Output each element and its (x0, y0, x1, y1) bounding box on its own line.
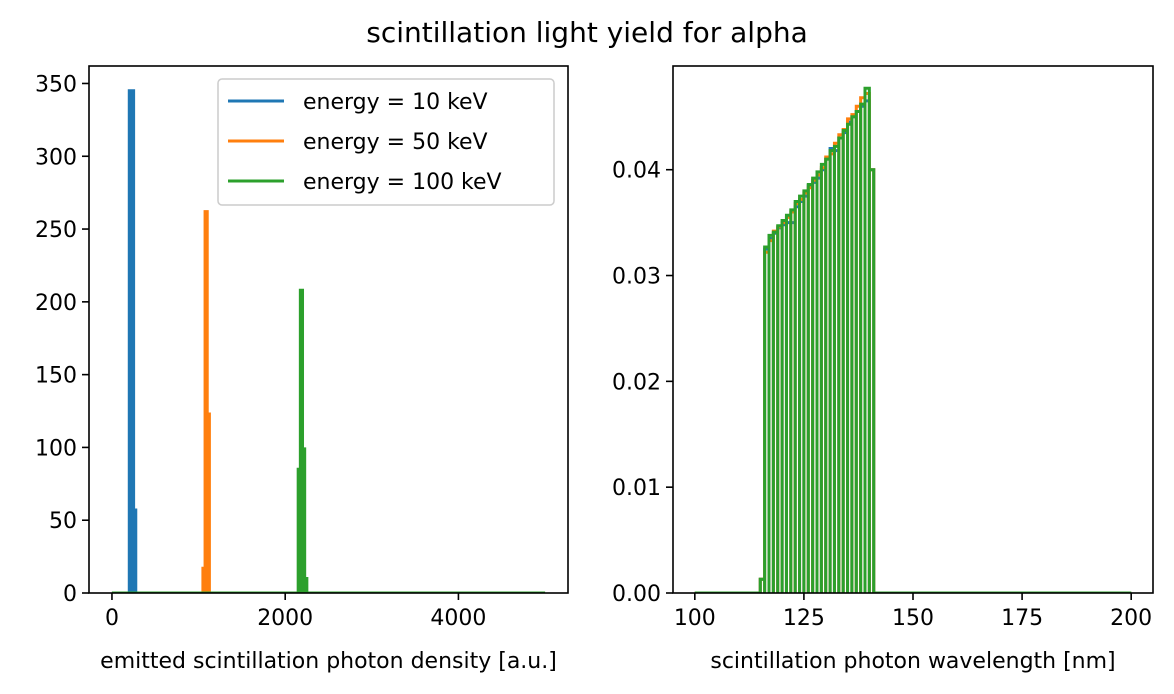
legend-box (217, 78, 555, 206)
y-tick-label: 100 (35, 436, 77, 461)
figure-title: scintillation light yield for alpha (366, 16, 808, 49)
x-axis-label: scintillation photon wavelength [nm] (710, 649, 1115, 674)
right-histogram-panel: 100 125 150 175 200 0.00 0.01 0.02 0.03 0.04 scint… (612, 65, 1154, 674)
legend-label: energy = 100 keV (303, 170, 502, 195)
x-tick-label: 2000 (257, 606, 313, 631)
x-tick-label: 4000 (430, 606, 486, 631)
x-tick-label: 100 (674, 606, 716, 631)
y-tick-label: 0.00 (612, 582, 661, 607)
y-tick-label: 0.03 (612, 265, 661, 290)
y-tick-label: 150 (35, 364, 77, 389)
axes-frame (672, 65, 1154, 594)
histogram-series-1 (694, 99, 1132, 593)
y-tick-label: 0.02 (612, 370, 661, 395)
y-tick-label: 200 (35, 291, 77, 316)
x-tick-label: 125 (783, 606, 825, 631)
y-tick-label: 0 (63, 582, 77, 607)
histogram-series-2 (111, 210, 546, 593)
plot-area (694, 86, 1132, 593)
y-tick-label: 350 (35, 72, 77, 97)
y-tick-label: 50 (49, 509, 77, 534)
histogram-series-3 (111, 288, 546, 593)
plot-area (111, 89, 546, 593)
x-tick-label: 200 (1110, 606, 1152, 631)
legend-label: energy = 10 keV (303, 90, 488, 115)
histogram-series-2 (694, 92, 1132, 593)
legend-label: energy = 50 keV (303, 130, 488, 155)
legend: energy = 10 keV energy = 50 keV energy = 1… (217, 78, 555, 206)
histogram-series-1 (111, 89, 546, 593)
axes-frame (88, 65, 569, 594)
x-tick-label: 0 (105, 606, 119, 631)
x-axis-label: emitted scintillation photon density [a.… (100, 649, 557, 674)
left-histogram-panel: 0 2000 4000 0 50 100 150 200 250 300 350 emitted sc… (35, 65, 569, 674)
x-tick-label: 150 (892, 606, 934, 631)
y-tick-label: 300 (35, 145, 77, 170)
y-tick-label: 0.04 (612, 159, 661, 184)
y-tick-label: 0.01 (612, 476, 661, 501)
x-tick-label: 175 (1001, 606, 1043, 631)
y-tick-label: 250 (35, 218, 77, 243)
histogram-series-3 (694, 86, 1132, 593)
